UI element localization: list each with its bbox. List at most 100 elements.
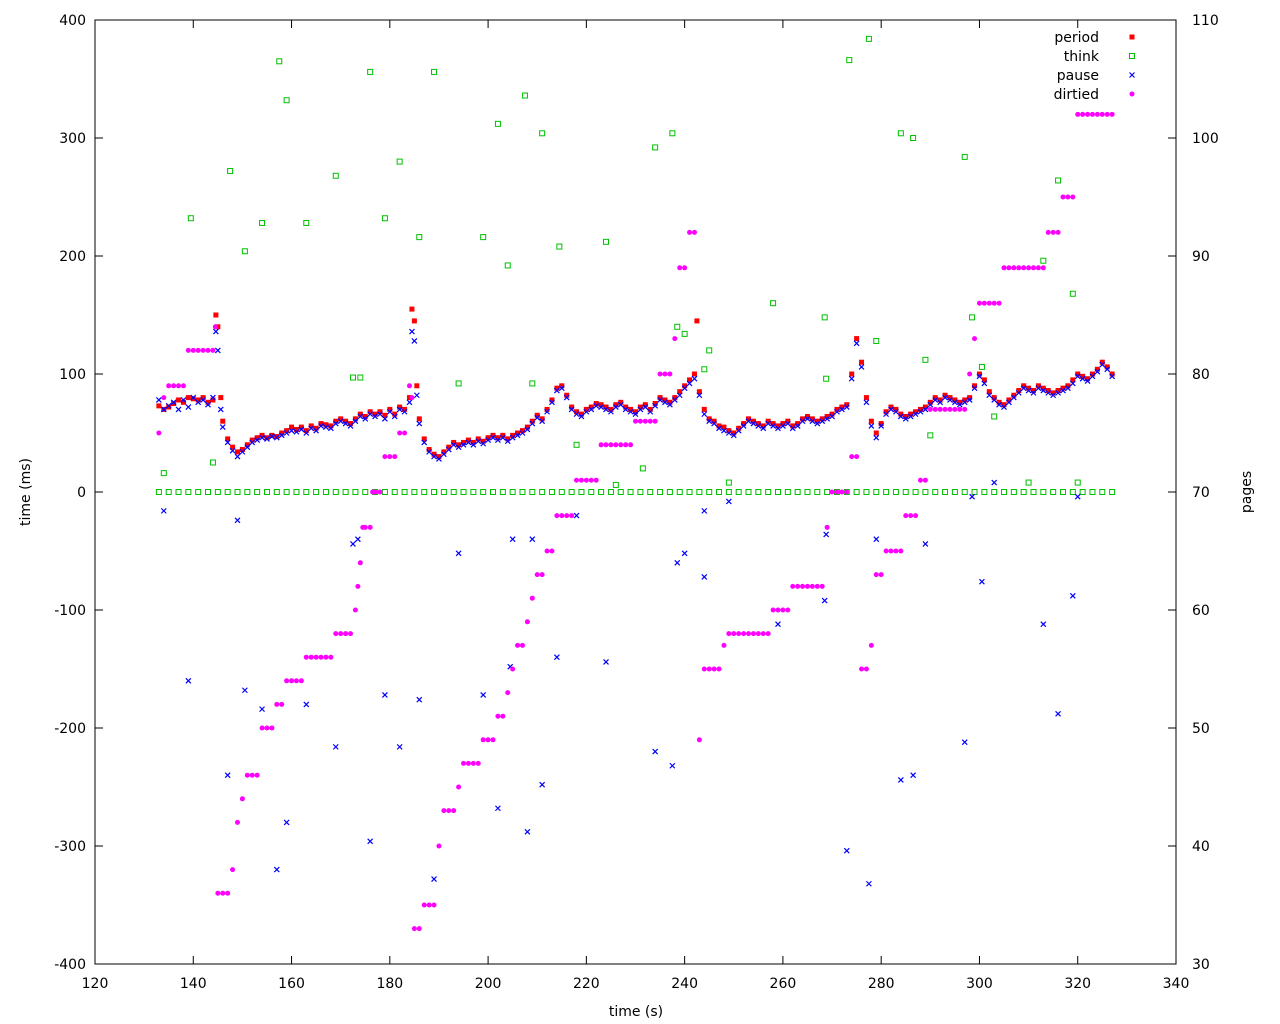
- period-point: [976, 371, 982, 377]
- legend-label-think: think: [1064, 49, 1100, 65]
- pause-point: [853, 340, 860, 347]
- period-point: [411, 318, 417, 324]
- period-point: [883, 409, 889, 415]
- period-point: [682, 383, 688, 389]
- think-point: [1055, 177, 1062, 184]
- dirtied-point: [819, 583, 825, 589]
- period-point: [397, 404, 403, 410]
- x-tick-label: 200: [475, 976, 502, 992]
- dirtied-point: [328, 654, 334, 660]
- period-point: [313, 425, 319, 431]
- period-point: [1094, 366, 1100, 372]
- period-point: [409, 306, 415, 312]
- period-point: [790, 423, 796, 429]
- dirtied-point: [814, 583, 820, 589]
- dirtied-point: [392, 454, 398, 460]
- pause-point: [440, 451, 447, 458]
- dirtied-point: [239, 796, 245, 802]
- period-point: [657, 395, 663, 401]
- period-point: [190, 396, 196, 402]
- pause-point: [735, 427, 742, 434]
- pause-point: [843, 847, 850, 854]
- dirtied-point: [411, 926, 417, 932]
- dirtied-point: [711, 666, 717, 672]
- pause-point: [775, 621, 781, 628]
- period-point: [613, 402, 619, 408]
- think-point: [603, 238, 610, 245]
- dirtied-point: [952, 406, 958, 412]
- dirtied-point: [259, 725, 265, 731]
- dirtied-point: [308, 654, 314, 660]
- think-point: [823, 375, 830, 382]
- period-point: [480, 438, 486, 444]
- period-point: [274, 434, 280, 440]
- period-point: [1001, 402, 1007, 408]
- period-point: [1089, 371, 1095, 377]
- series-pause: [155, 328, 1116, 887]
- dirtied-point: [352, 607, 358, 613]
- dirtied-point: [421, 902, 427, 908]
- period-point: [750, 418, 756, 424]
- think-point: [666, 489, 673, 495]
- period-point: [308, 423, 314, 429]
- think-point: [981, 489, 988, 495]
- think-point: [187, 215, 194, 222]
- period-point: [357, 411, 363, 417]
- period-point: [205, 399, 211, 405]
- dirtied-point: [868, 642, 874, 648]
- period-point: [259, 432, 265, 438]
- pause-point: [195, 399, 202, 406]
- pause-point: [185, 677, 192, 684]
- x-tick-label: 260: [770, 976, 797, 992]
- pause-point: [617, 401, 624, 408]
- period-point: [913, 409, 919, 415]
- period-point: [824, 413, 830, 419]
- pause-point: [283, 430, 290, 436]
- think-point: [349, 374, 356, 381]
- think-point: [1040, 489, 1047, 495]
- dirtied-point: [854, 454, 860, 460]
- pause-point: [396, 406, 403, 413]
- pause-point: [603, 406, 609, 413]
- pause-point: [674, 559, 681, 566]
- period-point: [687, 377, 693, 383]
- think-point: [556, 243, 563, 250]
- pause-point: [1104, 366, 1111, 373]
- period-point: [711, 418, 717, 424]
- dirtied-point: [765, 631, 771, 637]
- period-point: [706, 416, 712, 422]
- pause-point: [347, 422, 354, 429]
- dirtied-point: [849, 454, 855, 460]
- think-point: [669, 130, 676, 137]
- period-point: [210, 397, 216, 403]
- pause-point: [1015, 389, 1022, 396]
- think-point: [674, 323, 681, 330]
- dirtied-point: [1109, 111, 1115, 117]
- think-point: [897, 130, 904, 137]
- period-point: [1070, 377, 1076, 383]
- pause-point: [1040, 387, 1047, 394]
- dirtied-point: [387, 454, 393, 460]
- think-point: [558, 489, 565, 495]
- dirtied-point: [382, 454, 388, 460]
- think-point: [1089, 489, 1096, 495]
- dirtied-point: [355, 583, 361, 589]
- dirtied-point: [1021, 265, 1027, 271]
- pause-point: [1025, 387, 1032, 394]
- dirtied-point: [647, 418, 653, 424]
- pause-point: [539, 418, 546, 425]
- dirtied-point: [746, 631, 752, 637]
- pause-point: [779, 422, 786, 429]
- x-tick-label: 140: [180, 976, 207, 992]
- think-point: [961, 153, 968, 160]
- pause-point: [897, 413, 904, 420]
- dirtied-point: [770, 607, 776, 613]
- dirtied-point: [893, 548, 899, 554]
- dirtied-point: [480, 737, 486, 743]
- dirtied-point: [377, 489, 383, 495]
- think-point: [322, 489, 329, 495]
- period-point: [318, 421, 324, 427]
- dirtied-point: [716, 666, 722, 672]
- dirtied-point: [721, 642, 727, 648]
- pause-point: [480, 440, 487, 447]
